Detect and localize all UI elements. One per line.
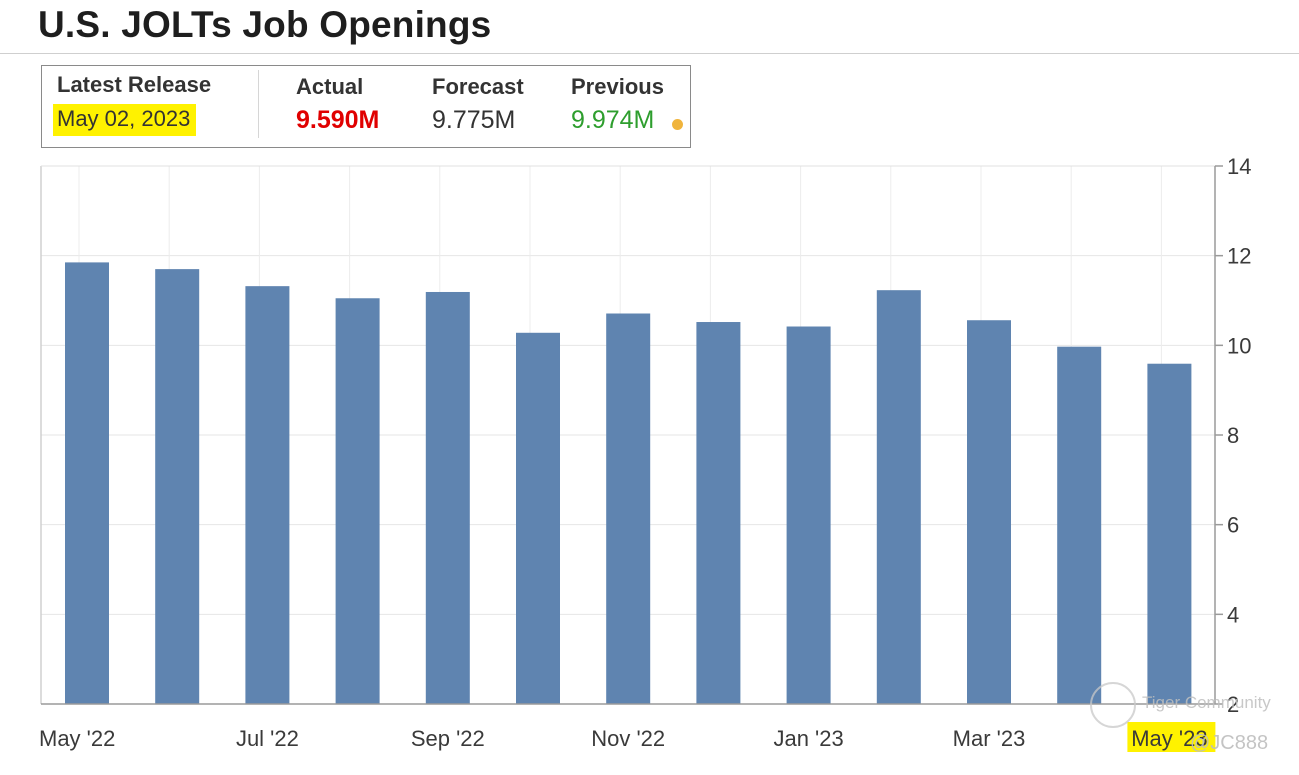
bar[interactable] [335, 298, 380, 704]
y-tick-label: 14 [1227, 154, 1251, 179]
bar[interactable] [516, 332, 560, 704]
previous-value: 9.974M [571, 106, 655, 134]
x-tick-label: Jan '23 [773, 726, 843, 751]
bar[interactable] [1057, 346, 1102, 704]
y-tick-label: 2 [1227, 692, 1239, 717]
y-tick-label: 10 [1227, 333, 1251, 358]
x-tick-label: Jul '22 [236, 726, 299, 751]
latest-release-date: May 02, 2023 [53, 104, 197, 136]
bar[interactable] [1147, 363, 1192, 704]
bar[interactable] [245, 286, 290, 704]
bar[interactable] [606, 313, 651, 704]
y-tick-label: 4 [1227, 602, 1239, 627]
latest-release-label: Latest Release [57, 72, 212, 97]
release-summary-box: Latest Release May 02, 2023 Actual 9.590… [41, 65, 691, 148]
title-divider [0, 53, 1299, 54]
bar[interactable] [425, 291, 470, 704]
bar[interactable] [65, 262, 109, 704]
previous-label: Previous [571, 74, 664, 99]
actual-value: 9.590M [296, 106, 380, 134]
x-tick-label: May '23 [1131, 726, 1207, 751]
bar[interactable] [696, 322, 741, 704]
x-tick-label: Mar '23 [953, 726, 1026, 751]
y-tick-label: 12 [1227, 244, 1251, 269]
axis-layer: 2 4 6 8 10 12 14 May '22 Jul '22 Sep '22 Nov '22 Ja… [39, 154, 1251, 752]
forecast-label: Forecast [432, 74, 524, 99]
actual-label: Actual [296, 74, 364, 99]
x-tick-label: May '22 [39, 726, 115, 751]
bar[interactable] [155, 269, 200, 704]
dot-icon [672, 119, 683, 130]
box-divider [258, 70, 259, 138]
y-tick-label: 6 [1227, 513, 1239, 538]
forecast-value: 9.775M [432, 106, 516, 134]
bar[interactable] [967, 320, 1011, 704]
x-tick-label: Sep '22 [411, 726, 485, 751]
x-tick-label: Nov '22 [591, 726, 665, 751]
page-title: U.S. JOLTs Job Openings [38, 4, 492, 45]
y-tick-label: 8 [1227, 423, 1239, 448]
bar[interactable] [876, 290, 921, 704]
bar-layer [65, 262, 1192, 704]
bar[interactable] [786, 326, 831, 704]
x-tick-highlight [1127, 722, 1216, 752]
